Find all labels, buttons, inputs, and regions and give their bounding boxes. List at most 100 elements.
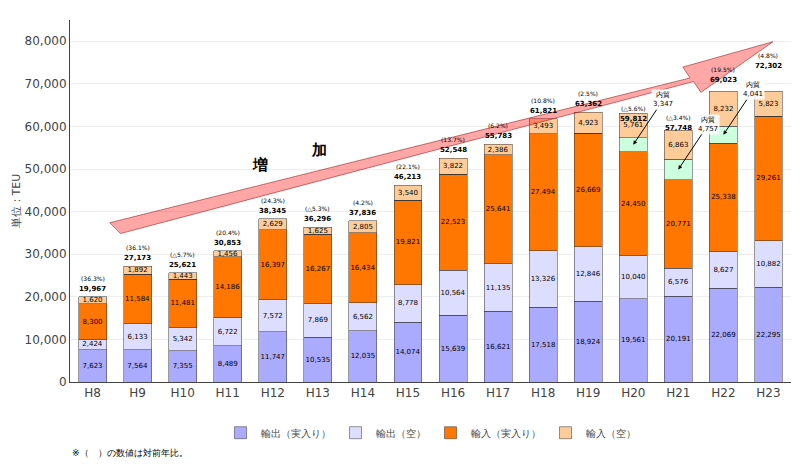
svg-text:80,000: 80,000	[25, 34, 67, 48]
svg-text:H10: H10	[171, 386, 195, 400]
svg-text:内貿3,347: 内貿3,347	[653, 91, 673, 108]
svg-text:69,023: 69,023	[710, 76, 737, 84]
svg-text:16,267: 16,267	[306, 265, 331, 273]
svg-text:10,535: 10,535	[306, 356, 331, 364]
svg-text:1,625: 1,625	[308, 227, 328, 235]
svg-text:70,000: 70,000	[25, 77, 67, 91]
svg-text:(13.7%): (13.7%)	[441, 136, 465, 143]
svg-text:7,623: 7,623	[83, 362, 103, 370]
svg-text:H18: H18	[531, 386, 555, 400]
svg-text:1,456: 1,456	[217, 250, 238, 258]
svg-text:7,355: 7,355	[173, 362, 193, 370]
svg-text:H21: H21	[666, 386, 690, 400]
svg-text:10,040: 10,040	[621, 273, 646, 281]
svg-text:5,823: 5,823	[758, 100, 778, 108]
svg-text:H23: H23	[756, 386, 780, 400]
svg-text:H8: H8	[84, 386, 101, 400]
svg-text:60,000: 60,000	[25, 120, 67, 134]
svg-text:(△5.6%): (△5.6%)	[621, 105, 646, 112]
svg-text:20,000: 20,000	[25, 290, 67, 304]
svg-text:46,213: 46,213	[394, 173, 421, 181]
svg-text:27,494: 27,494	[531, 188, 556, 196]
svg-text:10,000: 10,000	[25, 333, 67, 347]
svg-text:2,424: 2,424	[82, 340, 103, 348]
svg-text:1,892: 1,892	[128, 266, 148, 274]
svg-text:2,386: 2,386	[488, 146, 509, 154]
svg-text:H19: H19	[576, 386, 600, 400]
svg-text:(19.5%): (19.5%)	[711, 66, 735, 73]
svg-text:20,771: 20,771	[666, 220, 691, 228]
svg-text:※（ ）の数値は対前年比。: ※（ ）の数値は対前年比。	[72, 448, 188, 458]
svg-text:6,562: 6,562	[353, 313, 373, 321]
svg-text:1,620: 1,620	[83, 296, 103, 304]
svg-text:18,924: 18,924	[576, 338, 601, 346]
svg-text:5,761: 5,761	[623, 121, 643, 129]
svg-text:4,923: 4,923	[578, 119, 598, 127]
svg-text:3,540: 3,540	[398, 189, 418, 197]
svg-text:H22: H22	[711, 386, 735, 400]
svg-text:内貿4,041: 内貿4,041	[743, 81, 763, 98]
svg-text:14,186: 14,186	[215, 283, 240, 291]
svg-text:15,639: 15,639	[441, 345, 466, 353]
svg-text:H14: H14	[351, 386, 375, 400]
svg-text:(36.1%): (36.1%)	[126, 244, 150, 251]
svg-text:(22.1%): (22.1%)	[396, 163, 420, 170]
svg-text:輸入（空）: 輸入（空）	[586, 428, 636, 439]
svg-text:単位：TEU: 単位：TEU	[10, 174, 23, 229]
svg-text:3,493: 3,493	[533, 122, 553, 130]
svg-text:22,523: 22,523	[441, 218, 466, 226]
svg-text:20,191: 20,191	[666, 335, 691, 343]
svg-text:63,362: 63,362	[575, 100, 602, 108]
svg-text:(2.5%): (2.5%)	[578, 90, 598, 97]
svg-text:6,722: 6,722	[218, 328, 238, 336]
svg-text:61,821: 61,821	[530, 107, 557, 115]
svg-text:40,000: 40,000	[25, 205, 67, 219]
svg-text:1,443: 1,443	[173, 272, 193, 280]
svg-text:8,778: 8,778	[398, 299, 418, 307]
svg-text:7,572: 7,572	[263, 312, 283, 320]
svg-text:14,074: 14,074	[395, 348, 420, 356]
svg-text:H13: H13	[306, 386, 330, 400]
svg-text:25,641: 25,641	[486, 205, 511, 213]
svg-text:5,342: 5,342	[173, 335, 193, 343]
svg-text:19,967: 19,967	[79, 285, 106, 293]
svg-text:H17: H17	[486, 386, 510, 400]
svg-text:内貿4,757: 内貿4,757	[698, 116, 718, 133]
svg-text:27,173: 27,173	[124, 254, 151, 262]
svg-text:59,812: 59,812	[620, 115, 647, 123]
svg-text:(36.3%): (36.3%)	[81, 275, 105, 282]
svg-text:13,326: 13,326	[531, 275, 556, 283]
svg-text:6,133: 6,133	[128, 333, 148, 341]
svg-text:(△5.7%): (△5.7%)	[170, 251, 195, 258]
svg-text:16,397: 16,397	[261, 261, 286, 269]
svg-text:増: 増	[252, 156, 268, 174]
svg-text:H15: H15	[396, 386, 420, 400]
svg-text:57,748: 57,748	[665, 124, 692, 132]
svg-text:22,069: 22,069	[711, 331, 736, 339]
svg-text:H16: H16	[441, 386, 465, 400]
svg-text:22,295: 22,295	[756, 331, 781, 339]
svg-text:2,805: 2,805	[353, 223, 373, 231]
svg-text:11,481: 11,481	[170, 299, 195, 307]
svg-text:12,846: 12,846	[576, 270, 601, 278]
svg-text:29,261: 29,261	[756, 174, 781, 182]
svg-text:7,564: 7,564	[127, 362, 148, 370]
svg-text:16,621: 16,621	[486, 343, 511, 351]
svg-text:24,450: 24,450	[621, 200, 646, 208]
svg-text:(△5.3%): (△5.3%)	[305, 205, 330, 212]
svg-text:(20.4%): (20.4%)	[216, 229, 240, 236]
svg-text:(4.8%): (4.8%)	[758, 52, 778, 59]
svg-text:30,000: 30,000	[25, 247, 67, 261]
svg-text:輸入（実入り）: 輸入（実入り）	[471, 428, 541, 439]
svg-text:6,863: 6,863	[668, 141, 688, 149]
svg-text:H9: H9	[129, 386, 146, 400]
svg-text:H11: H11	[216, 386, 240, 400]
svg-text:16,434: 16,434	[350, 264, 375, 272]
svg-text:(4.2%): (4.2%)	[353, 199, 373, 206]
svg-text:(10.8%): (10.8%)	[531, 97, 555, 104]
svg-text:加: 加	[311, 141, 327, 159]
svg-text:72,302: 72,302	[755, 62, 782, 70]
svg-text:25,621: 25,621	[169, 261, 196, 269]
svg-text:10,564: 10,564	[441, 289, 466, 297]
svg-text:11,135: 11,135	[486, 284, 511, 292]
